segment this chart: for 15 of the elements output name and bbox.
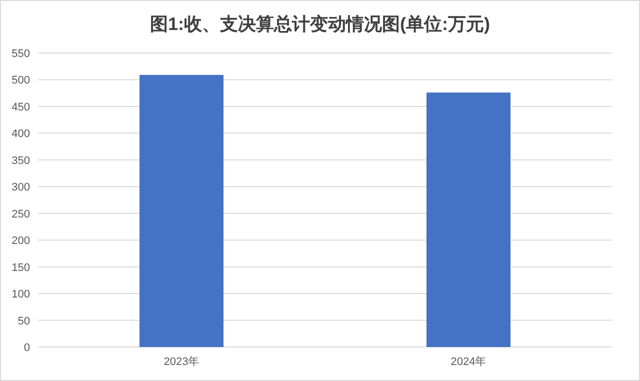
y-tick-label: 400 bbox=[12, 128, 30, 140]
y-tick-label: 50 bbox=[18, 315, 30, 328]
y-tick-label: 300 bbox=[12, 182, 30, 194]
y-tick-label: 550 bbox=[12, 48, 30, 60]
y-tick-label: 0 bbox=[24, 342, 30, 354]
y-tick-label: 350 bbox=[12, 154, 30, 167]
x-tick-label: 2024年 bbox=[450, 356, 486, 368]
y-tick-label: 500 bbox=[12, 74, 30, 87]
y-tick-label: 250 bbox=[12, 208, 30, 220]
chart-title: 图1:收、支决算总计变动情况图(单位:万元) bbox=[150, 14, 490, 34]
y-tick-label: 150 bbox=[12, 262, 30, 274]
y-tick-label: 450 bbox=[12, 101, 30, 114]
x-tick-label: 2023年 bbox=[164, 356, 200, 368]
y-tick-label: 100 bbox=[12, 288, 30, 301]
y-tick-label: 200 bbox=[12, 235, 30, 248]
